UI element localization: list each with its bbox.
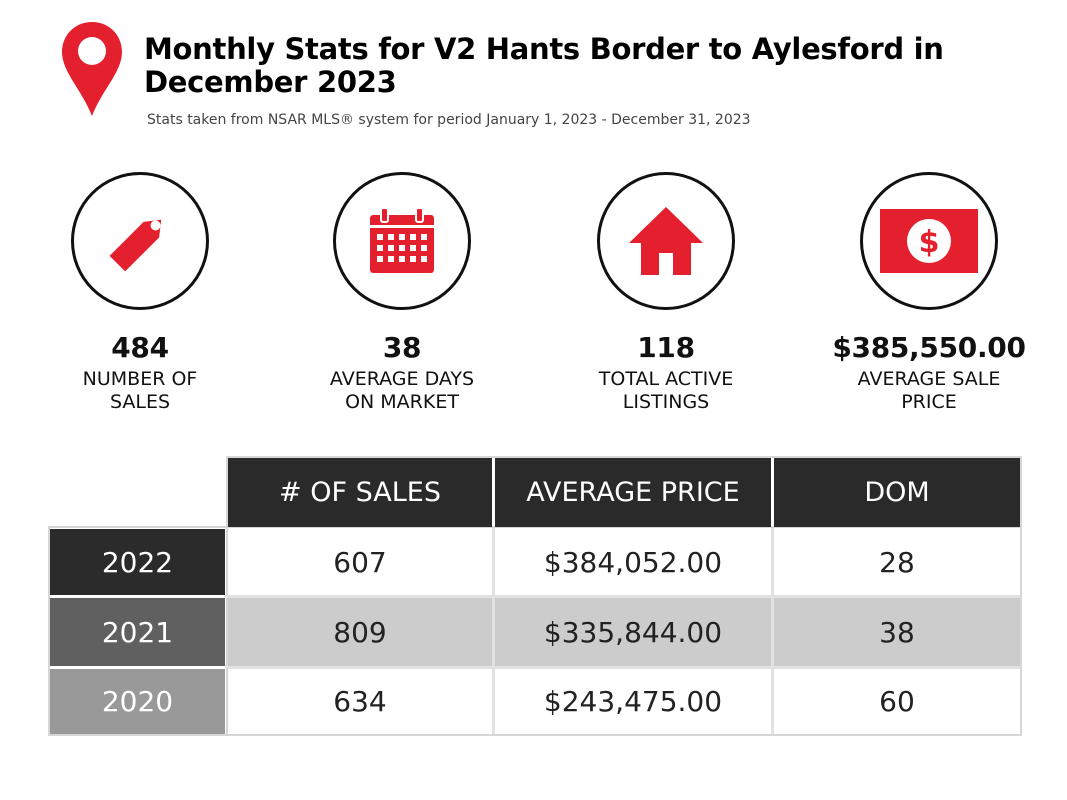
stat-label: AVERAGE DAYS ON MARKET bbox=[282, 368, 522, 414]
column-divider bbox=[492, 528, 495, 734]
stat-label-line1: AVERAGE DAYS bbox=[329, 368, 475, 390]
column-header-average-price: AVERAGE PRICE bbox=[495, 458, 771, 527]
stat-label-line1: AVERAGE SALE bbox=[857, 368, 1001, 390]
house-icon bbox=[629, 207, 703, 275]
stat-label-line2: ON MARKET bbox=[345, 391, 459, 413]
page-title-line2: December 2023 bbox=[144, 65, 397, 99]
stat-total-active-listings: 118 TOTAL ACTIVE LISTINGS bbox=[546, 172, 786, 414]
map-pin-icon bbox=[62, 22, 122, 116]
page-subtitle: Stats taken from NSAR MLS® system for pe… bbox=[147, 112, 751, 128]
stat-icon-circle bbox=[71, 172, 209, 310]
stat-label: NUMBER OF SALES bbox=[20, 368, 260, 414]
row-divider bbox=[225, 666, 1020, 669]
dollar-bill-icon: $ bbox=[880, 209, 978, 273]
table-cell-average-price: $243,475.00 bbox=[495, 669, 771, 734]
table-cell-sales: 607 bbox=[228, 529, 492, 595]
stat-value: $385,550.00 bbox=[832, 331, 1026, 364]
table-cell-dom: 28 bbox=[774, 529, 1020, 595]
row-year-2021: 2021 bbox=[50, 598, 225, 666]
column-divider bbox=[771, 528, 774, 734]
row-divider bbox=[225, 595, 1020, 598]
column-header-sales: # OF SALES bbox=[228, 458, 492, 527]
row-year-2022: 2022 bbox=[50, 529, 225, 595]
table-cell-sales: 634 bbox=[228, 669, 492, 734]
stat-label-line2: SALES bbox=[109, 391, 171, 413]
table-body-frame bbox=[48, 526, 1022, 736]
page-title: Monthly Stats for V2 Hants Border to Ayl… bbox=[144, 33, 1044, 99]
stat-value: 484 bbox=[111, 331, 169, 364]
stat-icon-circle bbox=[597, 172, 735, 310]
svg-text:$: $ bbox=[919, 225, 940, 260]
stat-value: 38 bbox=[382, 331, 422, 364]
stat-label: AVERAGE SALE PRICE bbox=[809, 368, 1049, 414]
row-year-2020: 2020 bbox=[50, 669, 225, 734]
stat-label-line1: TOTAL ACTIVE bbox=[598, 368, 734, 390]
price-tag-icon bbox=[109, 219, 162, 272]
stat-label-line2: LISTINGS bbox=[622, 391, 710, 413]
table-cell-average-price: $384,052.00 bbox=[495, 529, 771, 595]
table-cell-dom: 38 bbox=[774, 598, 1020, 666]
stat-number-of-sales: 484 NUMBER OF SALES bbox=[20, 172, 260, 414]
stats-table: # OF SALES AVERAGE PRICE DOM 2022 607 $3… bbox=[48, 456, 1022, 736]
calendar-icon bbox=[370, 207, 434, 273]
stat-label-line2: PRICE bbox=[901, 391, 957, 413]
table-cell-sales: 809 bbox=[228, 598, 492, 666]
stat-icon-circle bbox=[333, 172, 471, 310]
stat-icon-circle: $ bbox=[860, 172, 998, 310]
page-title-line1: Monthly Stats for V2 Hants Border to Ayl… bbox=[144, 32, 944, 66]
stat-value: 118 bbox=[637, 331, 695, 364]
stat-label: TOTAL ACTIVE LISTINGS bbox=[546, 368, 786, 414]
stat-label-line1: NUMBER OF bbox=[82, 368, 198, 390]
table-cell-dom: 60 bbox=[774, 669, 1020, 734]
table-cell-average-price: $335,844.00 bbox=[495, 598, 771, 666]
stat-average-days-on-market: 38 AVERAGE DAYS ON MARKET bbox=[282, 172, 522, 414]
stat-average-sale-price: $ $385,550.00 AVERAGE SALE PRICE bbox=[809, 172, 1049, 414]
column-header-dom: DOM bbox=[774, 458, 1020, 527]
